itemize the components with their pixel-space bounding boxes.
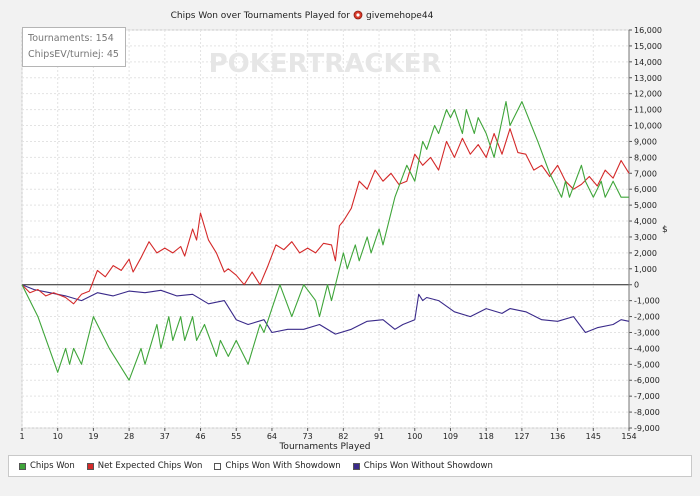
x-tick-label: 28 (124, 432, 134, 441)
chart-title: Chips Won over Tournaments Played for (171, 11, 351, 21)
y-tick-label: 16,000 (634, 26, 662, 35)
series-line-chips-won-without-showdown (21, 284, 630, 335)
y-tick-label: 5,000 (634, 201, 657, 210)
x-tick-label: 100 (407, 432, 422, 441)
legend-label: Chips Won Without Showdown (363, 461, 493, 471)
legend-item-without-showdown[interactable]: Chips Won Without Showdown (352, 461, 493, 471)
y-tick-label: 12,000 (634, 90, 662, 99)
x-tick-label: 37 (160, 432, 170, 441)
legend-swatch (352, 462, 360, 470)
chipsev-per-tournament: ChipsEV/turniej: 45 (28, 49, 119, 60)
x-tick-label: 55 (231, 432, 241, 441)
x-tick-label: 64 (267, 432, 277, 441)
y-tick-label: -8,000 (634, 408, 660, 417)
y-tick-label: -4,000 (634, 344, 660, 353)
axes: 16,00015,00014,00013,00012,00011,00010,0… (19, 26, 662, 441)
tournaments-count: Tournaments: 154 (28, 33, 114, 44)
x-tick-label: 82 (338, 432, 348, 441)
y-tick-label: 11,000 (634, 106, 662, 115)
y-tick-label: 15,000 (634, 42, 662, 51)
series (21, 101, 630, 381)
x-tick-label: 136 (550, 432, 565, 441)
legend-item-net-expected[interactable]: Net Expected Chips Won (86, 461, 203, 471)
x-tick-label: 91 (374, 432, 384, 441)
grid (21, 29, 630, 429)
y-tick-label: 1,000 (634, 265, 657, 274)
legend-swatch (86, 462, 94, 470)
watermark: POKERTRACKER (209, 49, 442, 79)
x-tick-label: 118 (479, 432, 494, 441)
series-line-net-expected-chips-won (21, 128, 630, 305)
y-tick-label: -9,000 (634, 424, 660, 433)
y-tick-label: 0 (634, 281, 639, 290)
x-tick-label: 73 (303, 432, 313, 441)
poker-chip-icon (353, 10, 363, 20)
y-tick-label: -1,000 (634, 297, 660, 306)
legend-item-with-showdown[interactable]: Chips Won With Showdown (214, 461, 341, 471)
x-tick-label: 46 (195, 432, 205, 441)
legend-label: Chips Won With Showdown (225, 461, 341, 471)
x-tick-label: 19 (88, 432, 98, 441)
y-tick-label: -7,000 (634, 392, 660, 401)
legend: Chips Won Net Expected Chips Won Chips W… (8, 455, 692, 477)
x-axis-label: Tournaments Played (278, 442, 370, 452)
x-tick-label: 154 (621, 432, 636, 441)
x-tick-label: 10 (53, 432, 63, 441)
y-tick-label: 10,000 (634, 122, 662, 131)
y-tick-label: 2,000 (634, 249, 657, 258)
info-box: Tournaments: 154 ChipsEV/turniej: 45 (22, 27, 126, 67)
y-tick-label: 14,000 (634, 58, 662, 67)
x-tick-label: 145 (586, 432, 601, 441)
y-tick-label: 3,000 (634, 233, 657, 242)
y-tick-label: 13,000 (634, 74, 662, 83)
legend-swatch (19, 462, 26, 470)
series-line-chips-won (21, 101, 629, 381)
legend-item-chips-won[interactable]: Chips Won (19, 461, 75, 471)
y-tick-label: -6,000 (634, 376, 660, 385)
y-tick-label: -2,000 (634, 313, 660, 322)
legend-swatch (214, 462, 222, 470)
y-tick-label: 7,000 (634, 169, 657, 178)
legend-label: Chips Won (30, 461, 75, 471)
x-tick-label: 109 (443, 432, 458, 441)
player-name: givemehope44 (366, 11, 434, 21)
y-tick-label: 4,000 (634, 217, 657, 226)
y-axis-label: $ (662, 225, 668, 235)
y-tick-label: 8,000 (634, 153, 657, 162)
y-tick-label: 9,000 (634, 137, 657, 146)
y-tick-label: 6,000 (634, 185, 657, 194)
x-tick-label: 127 (514, 432, 529, 441)
y-tick-label: -5,000 (634, 360, 660, 369)
plot-area (21, 29, 630, 429)
y-tick-label: -3,000 (634, 328, 660, 337)
x-tick-label: 1 (19, 432, 24, 441)
legend-label: Net Expected Chips Won (97, 461, 203, 471)
